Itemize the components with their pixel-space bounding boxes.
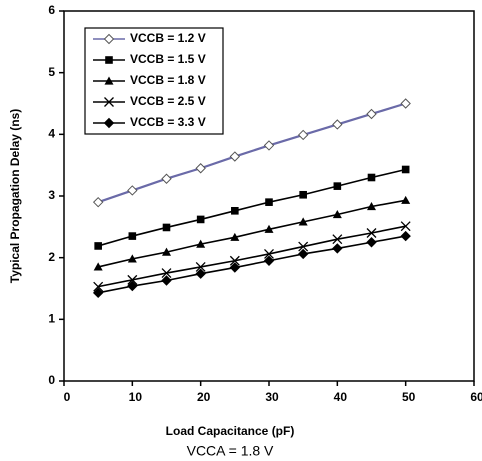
- marker: [297, 248, 309, 260]
- marker: [297, 129, 309, 141]
- marker: [333, 182, 342, 190]
- marker: [229, 262, 241, 273]
- x-tick-label: 0: [64, 390, 71, 404]
- marker: [92, 196, 104, 208]
- series-line: [98, 235, 406, 294]
- marker: [92, 287, 104, 299]
- marker: [332, 119, 343, 130]
- marker: [332, 234, 343, 245]
- x-tick-label: 10: [129, 390, 143, 404]
- marker: [161, 268, 172, 279]
- series-line: [97, 168, 406, 247]
- marker: [265, 198, 273, 206]
- legend-label: VCCB = 1.2 V: [130, 31, 206, 45]
- marker: [231, 207, 239, 215]
- x-axis-label: Load Capacitance (pF): [166, 424, 295, 438]
- marker: [401, 195, 411, 204]
- marker: [263, 255, 275, 266]
- marker: [264, 249, 274, 259]
- y-tick-label: 2: [48, 250, 55, 264]
- marker: [196, 239, 206, 248]
- marker: [127, 185, 138, 196]
- marker: [127, 274, 138, 285]
- y-tick-label: 4: [48, 127, 55, 141]
- marker: [298, 217, 308, 226]
- marker: [161, 173, 172, 184]
- x-tick-label: 50: [402, 390, 416, 404]
- legend-label: VCCB = 1.5 V: [130, 52, 206, 66]
- y-tick-label: 0: [48, 373, 55, 387]
- marker: [332, 210, 342, 219]
- legend-marker: [104, 97, 114, 107]
- series-line: [98, 225, 406, 288]
- marker: [263, 140, 275, 151]
- marker: [161, 275, 172, 286]
- legend-marker: [104, 76, 114, 85]
- marker: [366, 237, 377, 248]
- y-tick-label: 6: [48, 3, 55, 17]
- marker: [366, 228, 377, 238]
- marker: [367, 173, 376, 182]
- marker: [400, 98, 411, 109]
- y-axis-label: Typical Propagation Delay (ns): [8, 109, 22, 283]
- marker: [195, 261, 206, 272]
- marker: [93, 262, 103, 271]
- y-tick-label: 1: [48, 312, 55, 326]
- x-tick-label: 40: [334, 390, 348, 404]
- marker: [230, 232, 240, 241]
- marker: [94, 242, 102, 250]
- marker: [195, 268, 206, 279]
- marker: [229, 151, 241, 162]
- marker: [93, 281, 104, 292]
- x-tick-label: 60: [470, 390, 482, 404]
- marker: [298, 241, 309, 252]
- y-tick-label: 3: [48, 188, 55, 202]
- legend-label: VCCB = 3.3 V: [130, 115, 206, 129]
- marker: [400, 230, 411, 242]
- marker: [195, 163, 206, 174]
- y-tick-label: 5: [48, 65, 55, 79]
- marker: [366, 108, 377, 120]
- marker: [332, 243, 343, 254]
- legend-marker: [105, 56, 113, 64]
- marker: [162, 247, 171, 256]
- marker: [128, 232, 137, 240]
- caption: VCCA = 1.8 V: [187, 443, 274, 459]
- legend-label: VCCB = 2.5 V: [130, 94, 206, 108]
- x-tick-label: 30: [265, 390, 279, 404]
- marker: [127, 280, 138, 292]
- series-line: [97, 199, 406, 268]
- legend-marker: [103, 33, 115, 45]
- marker: [264, 224, 274, 233]
- legend-label: VCCB = 1.8 V: [130, 73, 206, 87]
- marker: [196, 215, 205, 224]
- legend-marker: [103, 117, 115, 129]
- marker: [127, 254, 137, 263]
- marker: [229, 255, 240, 266]
- marker: [162, 223, 171, 232]
- marker: [400, 221, 411, 232]
- marker: [367, 201, 376, 211]
- marker: [299, 190, 307, 199]
- series-line: [97, 102, 406, 204]
- x-tick-label: 20: [197, 390, 211, 404]
- marker: [401, 165, 410, 174]
